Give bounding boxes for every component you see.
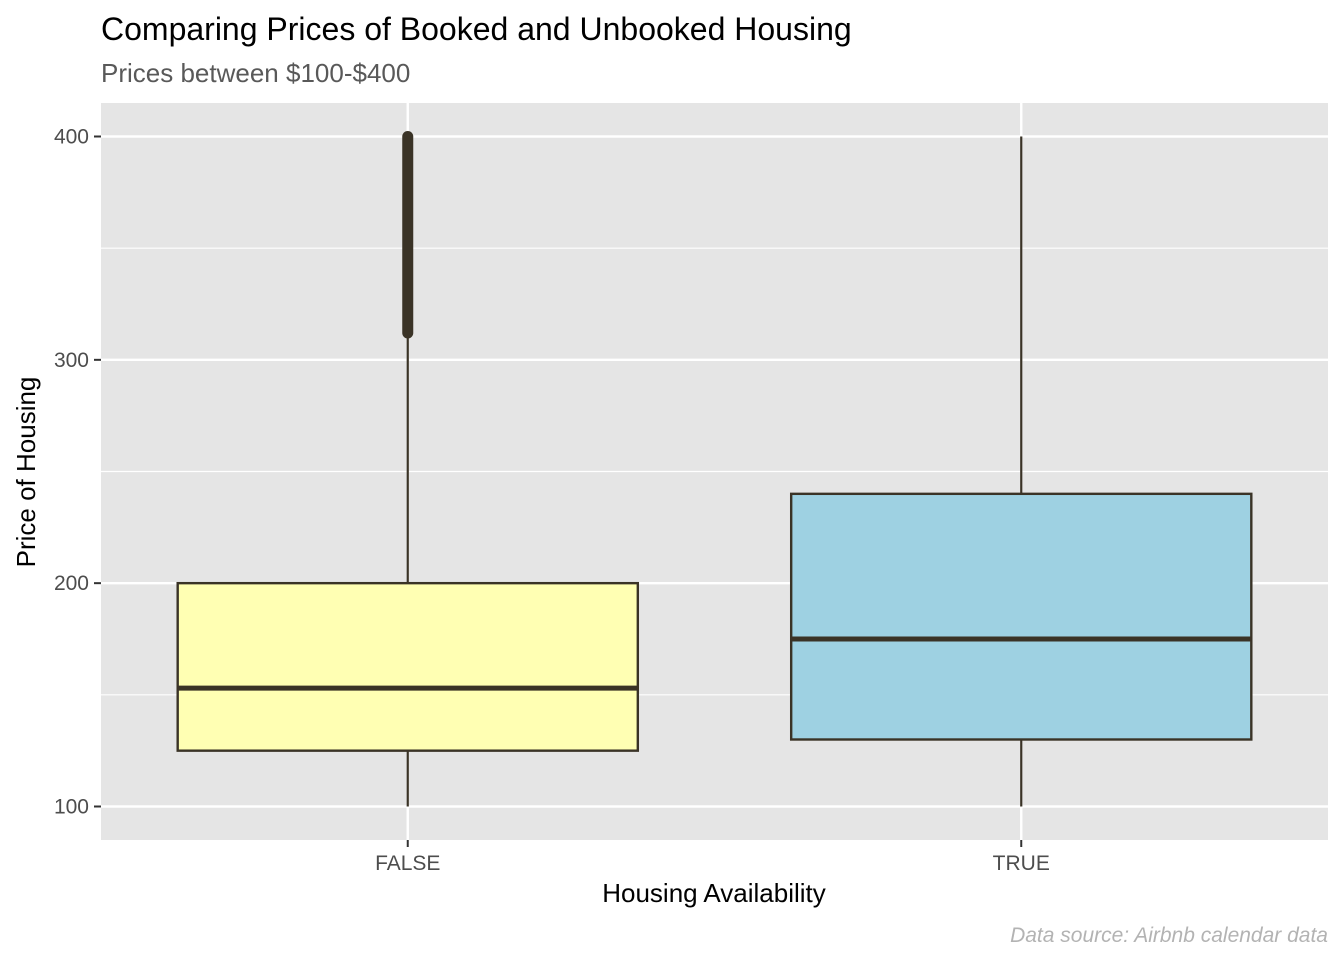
- y-tick-label: 400: [54, 126, 89, 149]
- x-tick-label: FALSE: [375, 852, 440, 875]
- box-false: [176, 581, 640, 752]
- chart-subtitle: Prices between $100-$400: [101, 58, 410, 88]
- boxes: [176, 131, 1253, 807]
- y-tick-label: 300: [54, 349, 89, 372]
- chart-title: Comparing Prices of Booked and Unbooked …: [101, 11, 852, 47]
- y-tick-label: 100: [54, 796, 89, 819]
- y-tick-label: 200: [54, 572, 89, 595]
- y-axis-ticks: 100 200 300 400: [54, 126, 101, 819]
- x-axis-ticks: FALSE TRUE: [375, 840, 1050, 875]
- x-axis-title: Housing Availability: [602, 878, 826, 908]
- y-axis-title: Price of Housing: [11, 377, 41, 568]
- chart-caption: Data source: Airbnb calendar data: [1010, 924, 1328, 947]
- x-tick-label: TRUE: [993, 852, 1050, 875]
- box-true: [789, 492, 1253, 741]
